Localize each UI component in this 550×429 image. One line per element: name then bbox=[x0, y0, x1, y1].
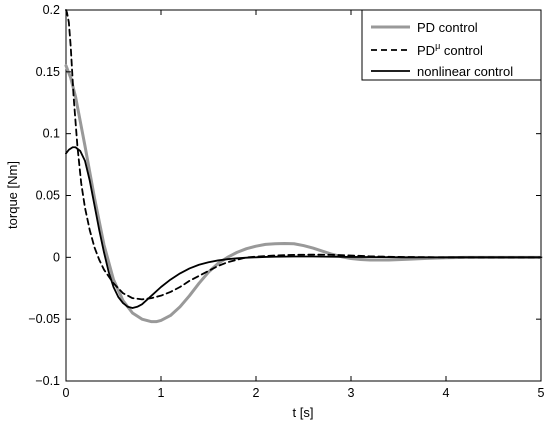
y-tick-label: 0.15 bbox=[36, 65, 60, 79]
legend: PD control PDμ control nonlinear control bbox=[361, 9, 542, 81]
legend-box bbox=[361, 9, 542, 81]
tick-layer: 0 1 2 3 4 5 −0.1 −0.05 0 0.05 0.1 0.15 0.2 bbox=[28, 3, 544, 400]
series-layer bbox=[64, 9, 543, 324]
series-line-3 bbox=[65, 146, 542, 309]
x-tick-label: 3 bbox=[348, 386, 355, 400]
x-tick-label: 1 bbox=[158, 386, 165, 400]
series-line-1 bbox=[64, 64, 543, 324]
legend-label: PDμ control bbox=[417, 41, 483, 58]
x-axis-label: t [s] bbox=[293, 405, 314, 420]
legend-label: PD control bbox=[417, 20, 478, 35]
y-axis-label: torque [Nm] bbox=[5, 161, 20, 229]
x-tick-label: 4 bbox=[443, 386, 450, 400]
x-tick-label: 5 bbox=[538, 386, 545, 400]
y-tick-label: −0.1 bbox=[35, 374, 60, 388]
y-tick-label: 0.05 bbox=[36, 189, 60, 203]
y-tick-label: 0.2 bbox=[43, 3, 60, 17]
series-line-2 bbox=[65, 9, 542, 301]
x-tick-label: 0 bbox=[63, 386, 70, 400]
y-tick-label: −0.05 bbox=[28, 312, 60, 326]
y-tick-label: 0 bbox=[53, 250, 60, 264]
x-tick-label: 2 bbox=[253, 386, 260, 400]
y-tick-label: 0.1 bbox=[43, 127, 60, 141]
legend-label: nonlinear control bbox=[417, 64, 513, 79]
